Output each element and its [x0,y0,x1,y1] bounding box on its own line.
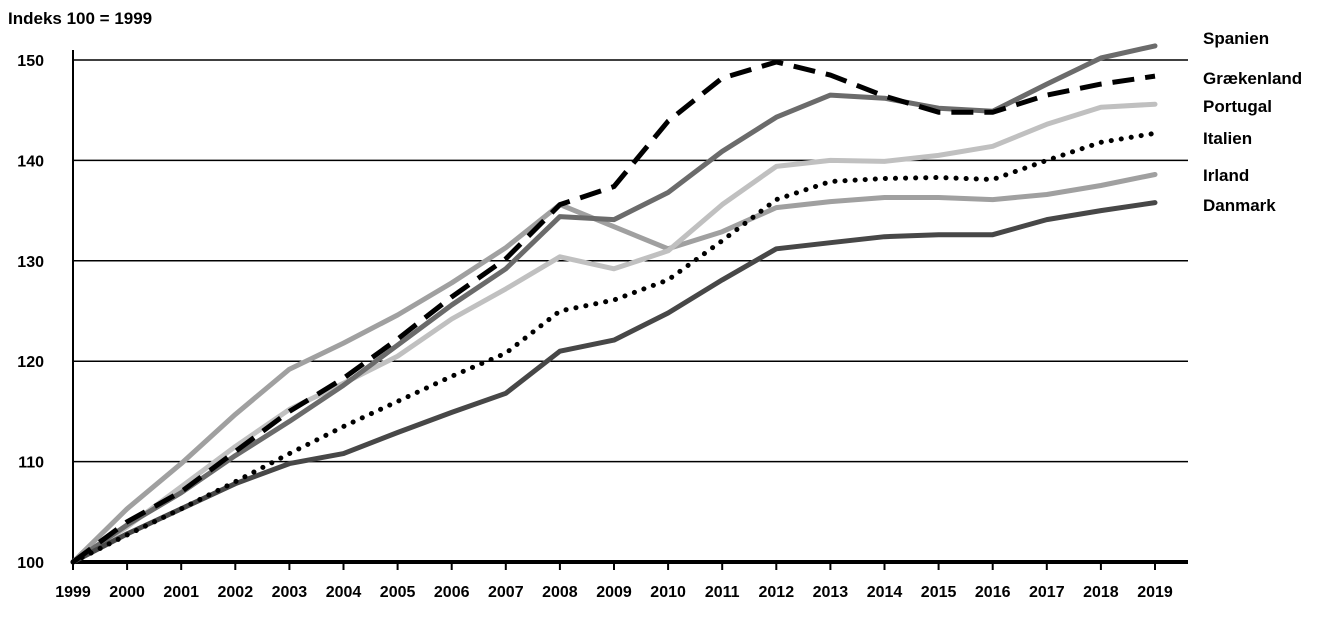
legend-label-grækenland: Grækenland [1203,69,1302,88]
x-tick-label: 2007 [488,584,524,601]
x-tick-label: 2001 [163,584,199,601]
x-tick-label: 2013 [813,584,849,601]
x-tick-label: 2011 [705,584,740,601]
legend-label-irland: Irland [1203,166,1249,185]
y-tick-label: 130 [17,254,44,271]
x-tick-label: 2000 [109,584,145,601]
x-tick-label: 2010 [650,584,686,601]
x-tick-label: 2014 [867,584,903,601]
x-tick-label: 2017 [1029,584,1065,601]
series-line-grækenland [71,59,1156,565]
legend-label-italien: Italien [1203,129,1252,148]
series-lines [70,43,1158,565]
x-tick-label: 2006 [434,584,470,601]
series-line-danmark [70,200,1158,565]
y-tick-label: 110 [18,455,44,472]
legend-label-spanien: Spanien [1203,29,1269,48]
legend-label-portugal: Portugal [1203,97,1272,116]
chart-title: Indeks 100 = 1999 [8,9,152,28]
legend: Spanien Grækenland Portugal Italien Irland Da… [1203,29,1302,215]
x-tick-label: 2012 [759,584,795,601]
axes [72,50,1188,570]
y-tick-label: 100 [17,555,44,572]
y-tick-label: 120 [17,354,44,371]
x-tick-label: 2005 [380,584,416,601]
series-line-irland [70,172,1158,565]
legend-label-danmark: Danmark [1203,196,1276,215]
series-line-spanien [70,43,1158,565]
x-tick-label: 2009 [596,584,632,601]
series-line-italien [70,130,1158,565]
x-tick-label: 2015 [921,584,957,601]
x-axis-tick-labels: 1999 2000 2001 2002 2003 2004 2005 2006 2007 2008… [55,584,1173,601]
y-tick-label: 150 [17,53,44,70]
series-line-portugal [70,101,1158,565]
x-tick-label: 2008 [542,584,578,601]
x-tick-label: 2016 [975,584,1011,601]
x-tick-label: 2003 [272,584,308,601]
x-tick-label: 2018 [1083,584,1119,601]
x-tick-label: 2019 [1137,584,1173,601]
y-tick-label: 140 [17,153,44,170]
y-axis-tick-labels: 100 110 120 130 140 150 [17,53,44,572]
x-tick-label: 2002 [218,584,254,601]
x-tick-label: 2004 [326,584,362,601]
x-tick-label: 1999 [55,584,91,601]
